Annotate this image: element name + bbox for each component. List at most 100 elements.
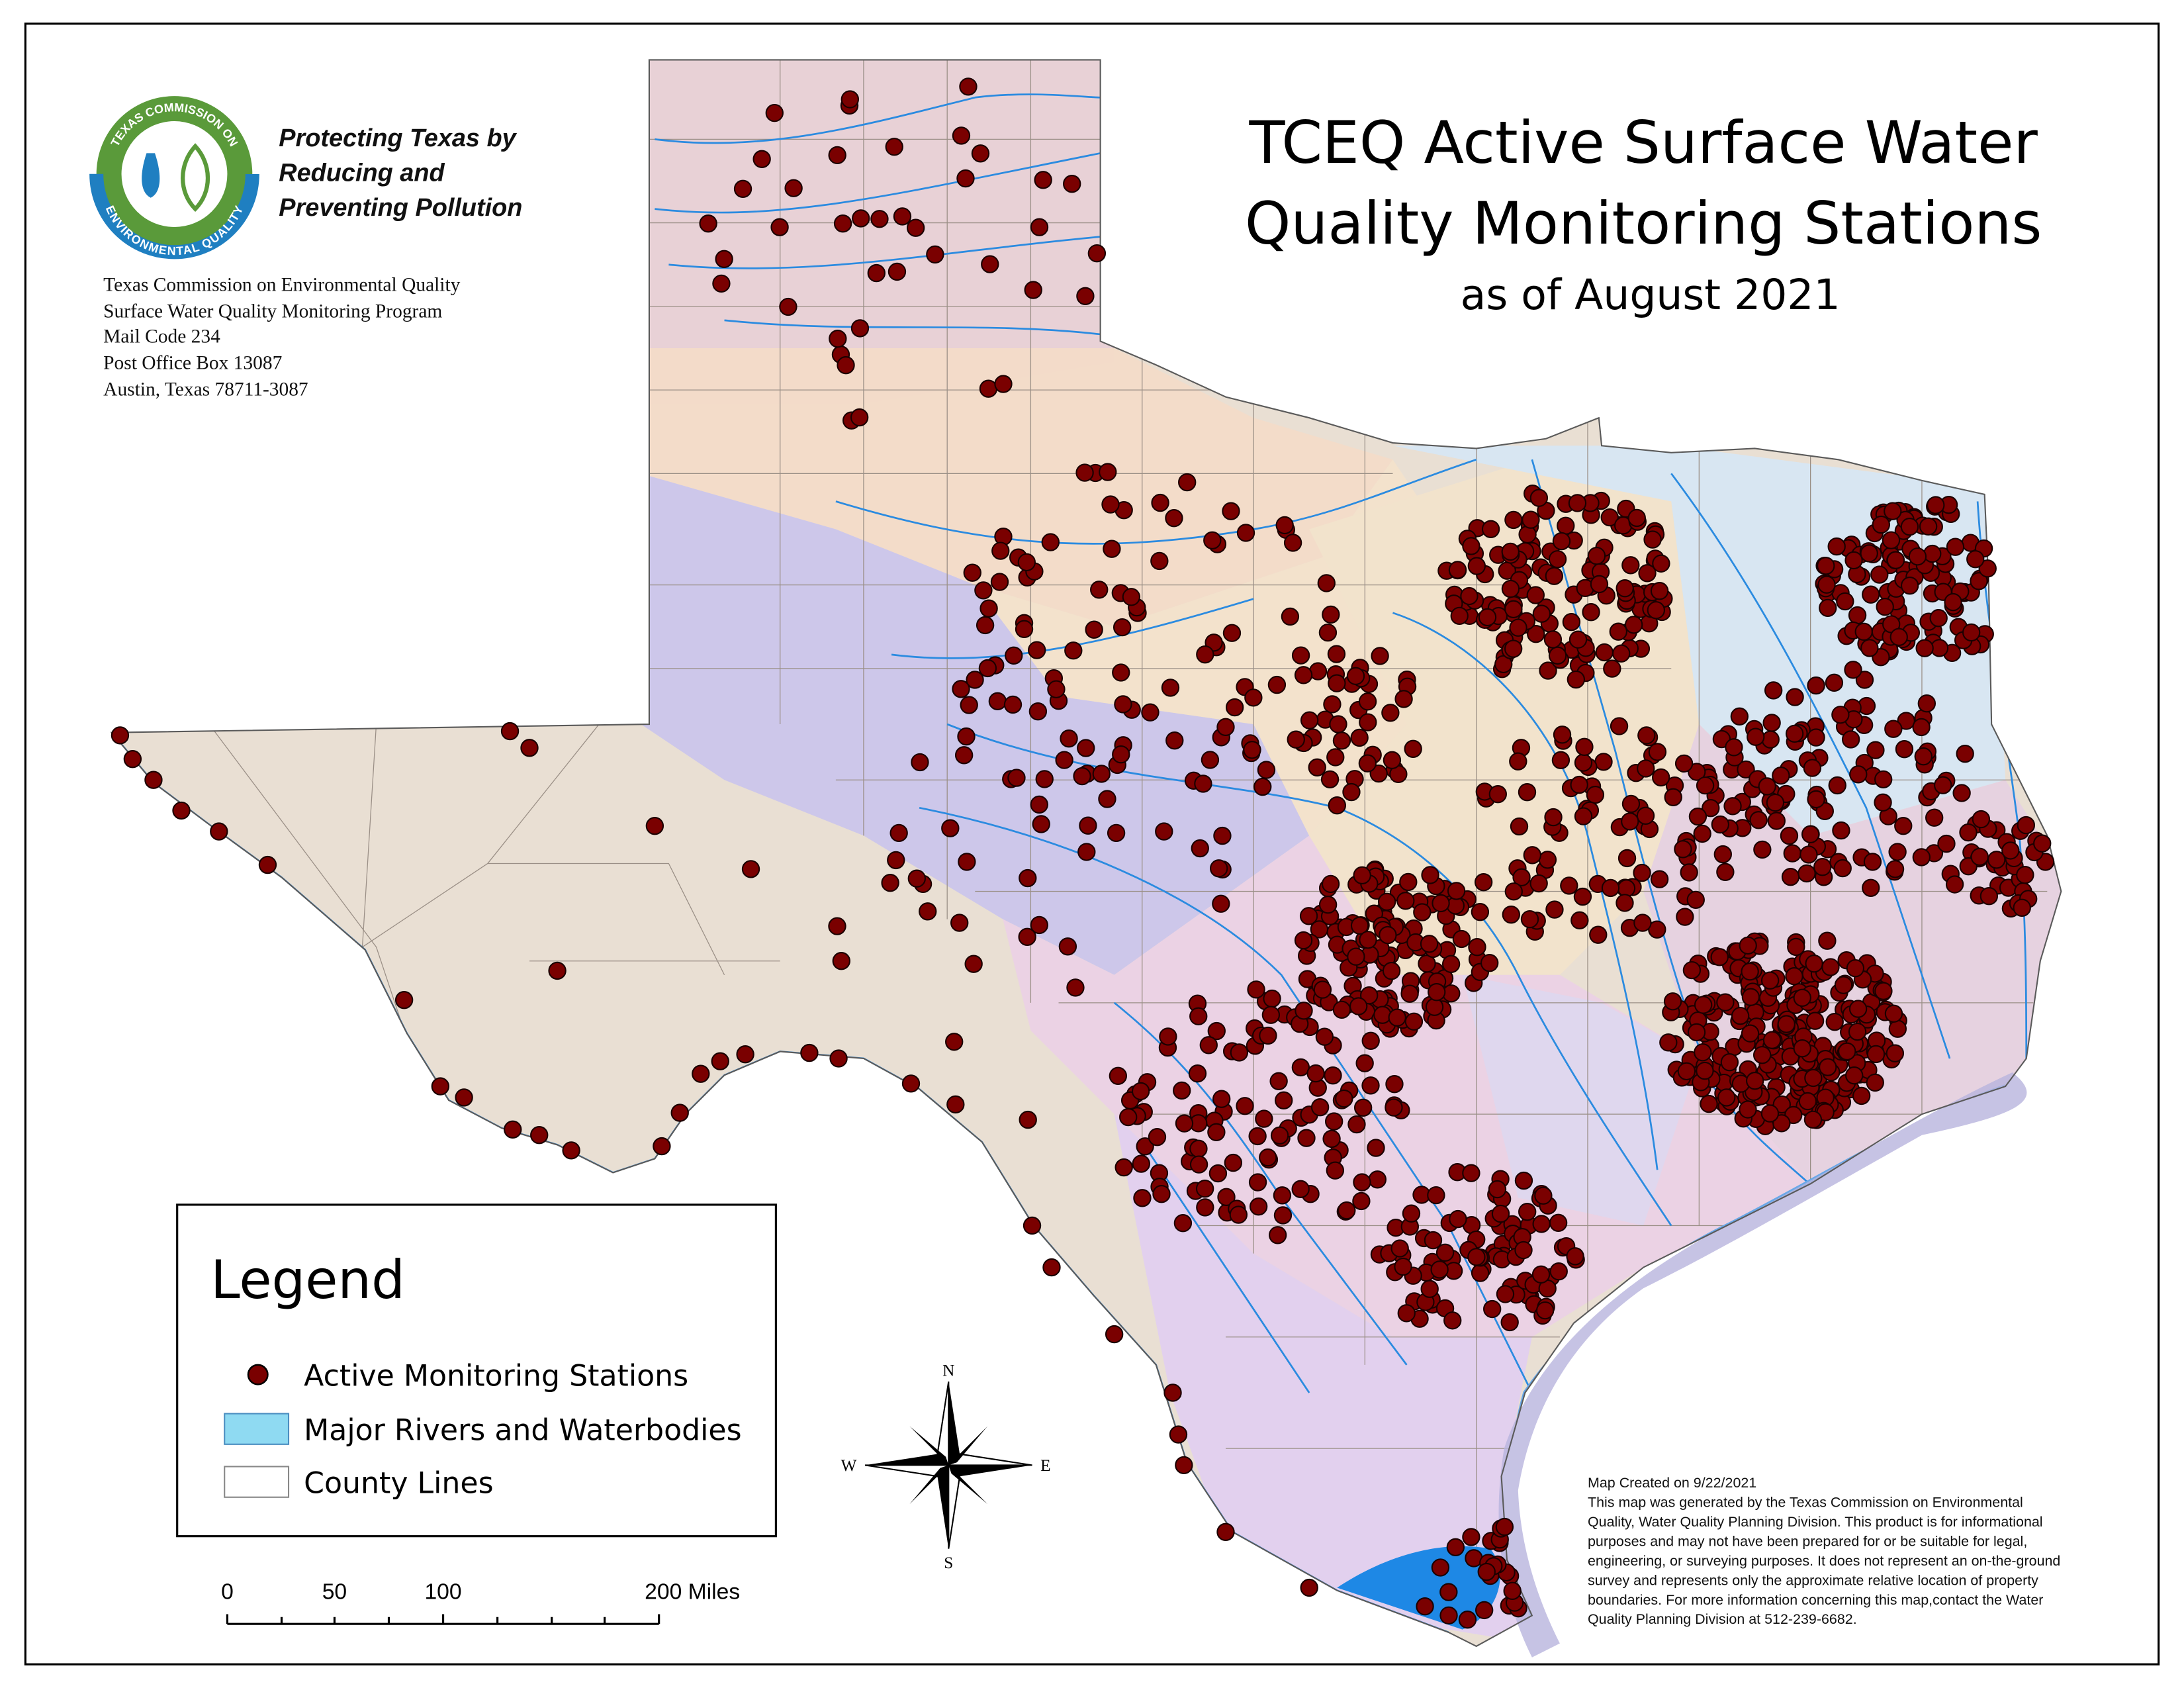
- station-marker: [885, 138, 903, 156]
- station-marker: [1590, 575, 1609, 594]
- station-marker: [957, 727, 976, 746]
- station-marker: [1551, 751, 1570, 770]
- station-marker: [1323, 695, 1342, 714]
- compass-n: N: [942, 1362, 954, 1380]
- station-marker: [1355, 1054, 1374, 1072]
- station-marker: [1163, 1383, 1182, 1402]
- station-marker: [1225, 698, 1244, 717]
- station-marker: [1030, 795, 1048, 814]
- title-line: TCEQ Active Surface Water: [1249, 109, 2038, 177]
- station-marker: [1430, 1260, 1449, 1279]
- station-marker: [994, 375, 1013, 393]
- station-marker: [1161, 679, 1180, 697]
- station-marker: [1322, 605, 1340, 624]
- station-marker: [1688, 763, 1706, 781]
- station-marker: [1042, 1258, 1061, 1277]
- station-marker: [1255, 1109, 1273, 1128]
- station-marker: [1347, 1115, 1366, 1134]
- station-marker: [1702, 799, 1720, 818]
- compass-s: S: [944, 1554, 953, 1572]
- station-marker: [1772, 767, 1790, 785]
- legend-item: Major Rivers and Waterbodies: [304, 1413, 741, 1447]
- station-marker: [1169, 1425, 1188, 1444]
- station-marker: [1281, 607, 1300, 626]
- station-marker: [1741, 988, 1760, 1006]
- station-marker: [889, 823, 908, 843]
- station-marker: [1244, 688, 1263, 707]
- station-marker: [784, 179, 803, 197]
- station-marker: [1716, 863, 1735, 881]
- station-marker: [258, 855, 277, 874]
- station-marker: [952, 680, 970, 698]
- station-marker: [1761, 730, 1780, 749]
- station-marker: [941, 819, 960, 837]
- station-marker: [1350, 916, 1369, 935]
- station-marker: [1804, 1068, 1823, 1088]
- station-marker: [1900, 518, 1919, 536]
- station-marker: [1848, 606, 1867, 625]
- station-marker: [1428, 982, 1446, 1002]
- station-marker: [1261, 1006, 1281, 1024]
- station-marker: [1557, 516, 1575, 535]
- station-marker: [1291, 1058, 1310, 1077]
- station-marker: [1749, 811, 1768, 829]
- station-marker: [1549, 1213, 1568, 1232]
- station-marker: [901, 1074, 921, 1093]
- station-marker: [850, 408, 869, 427]
- station-marker: [1462, 1164, 1480, 1182]
- station-marker: [1385, 1075, 1404, 1094]
- station-marker: [562, 1141, 580, 1160]
- station-marker: [1441, 955, 1461, 974]
- station-marker: [1914, 747, 1933, 766]
- station-marker: [887, 262, 907, 281]
- station-marker: [1862, 878, 1880, 897]
- station-marker: [1338, 1201, 1356, 1220]
- station-marker: [1259, 1026, 1277, 1045]
- station-marker: [1188, 1064, 1207, 1083]
- station-marker: [1155, 822, 1173, 841]
- station-marker: [765, 103, 784, 122]
- station-marker: [1230, 1043, 1249, 1062]
- station-marker: [1731, 1006, 1750, 1025]
- station-marker: [1141, 703, 1160, 722]
- station-marker: [1349, 997, 1368, 1015]
- station-marker: [1217, 1188, 1236, 1207]
- station-marker: [1295, 1002, 1313, 1020]
- station-marker: [1674, 754, 1694, 773]
- station-marker: [741, 860, 760, 878]
- station-marker: [829, 330, 847, 348]
- station-marker: [1028, 702, 1048, 721]
- station-marker: [1178, 473, 1197, 492]
- station-marker: [1175, 1114, 1194, 1133]
- station-marker: [1390, 1239, 1409, 1258]
- station-marker: [1373, 1006, 1392, 1024]
- station-marker: [1396, 892, 1415, 910]
- address-line: Post Office Box 13087: [103, 353, 282, 374]
- station-marker: [1500, 1313, 1519, 1332]
- station-marker: [828, 146, 846, 165]
- station-marker: [1350, 728, 1369, 747]
- station-marker: [1318, 623, 1338, 642]
- station-marker: [1491, 1204, 1510, 1223]
- station-marker: [1923, 544, 1942, 563]
- station-marker: [1329, 715, 1347, 733]
- station-marker: [1383, 751, 1402, 770]
- station-marker: [1882, 531, 1901, 549]
- station-marker: [1762, 714, 1781, 732]
- station-marker: [1872, 515, 1890, 534]
- station-marker: [1884, 720, 1903, 738]
- station-marker: [752, 150, 771, 168]
- station-marker: [1385, 1098, 1403, 1117]
- station-marker: [959, 77, 978, 96]
- station-marker: [1092, 765, 1111, 783]
- station-marker: [1895, 740, 1914, 759]
- station-marker: [1686, 890, 1705, 910]
- station-marker: [1203, 531, 1222, 550]
- station-marker: [893, 207, 912, 226]
- station-marker: [988, 692, 1007, 711]
- logo-inner: [121, 121, 228, 227]
- station-marker: [1570, 911, 1589, 929]
- station-marker: [1467, 557, 1486, 575]
- station-marker: [1159, 1027, 1177, 1046]
- station-marker: [1730, 707, 1749, 726]
